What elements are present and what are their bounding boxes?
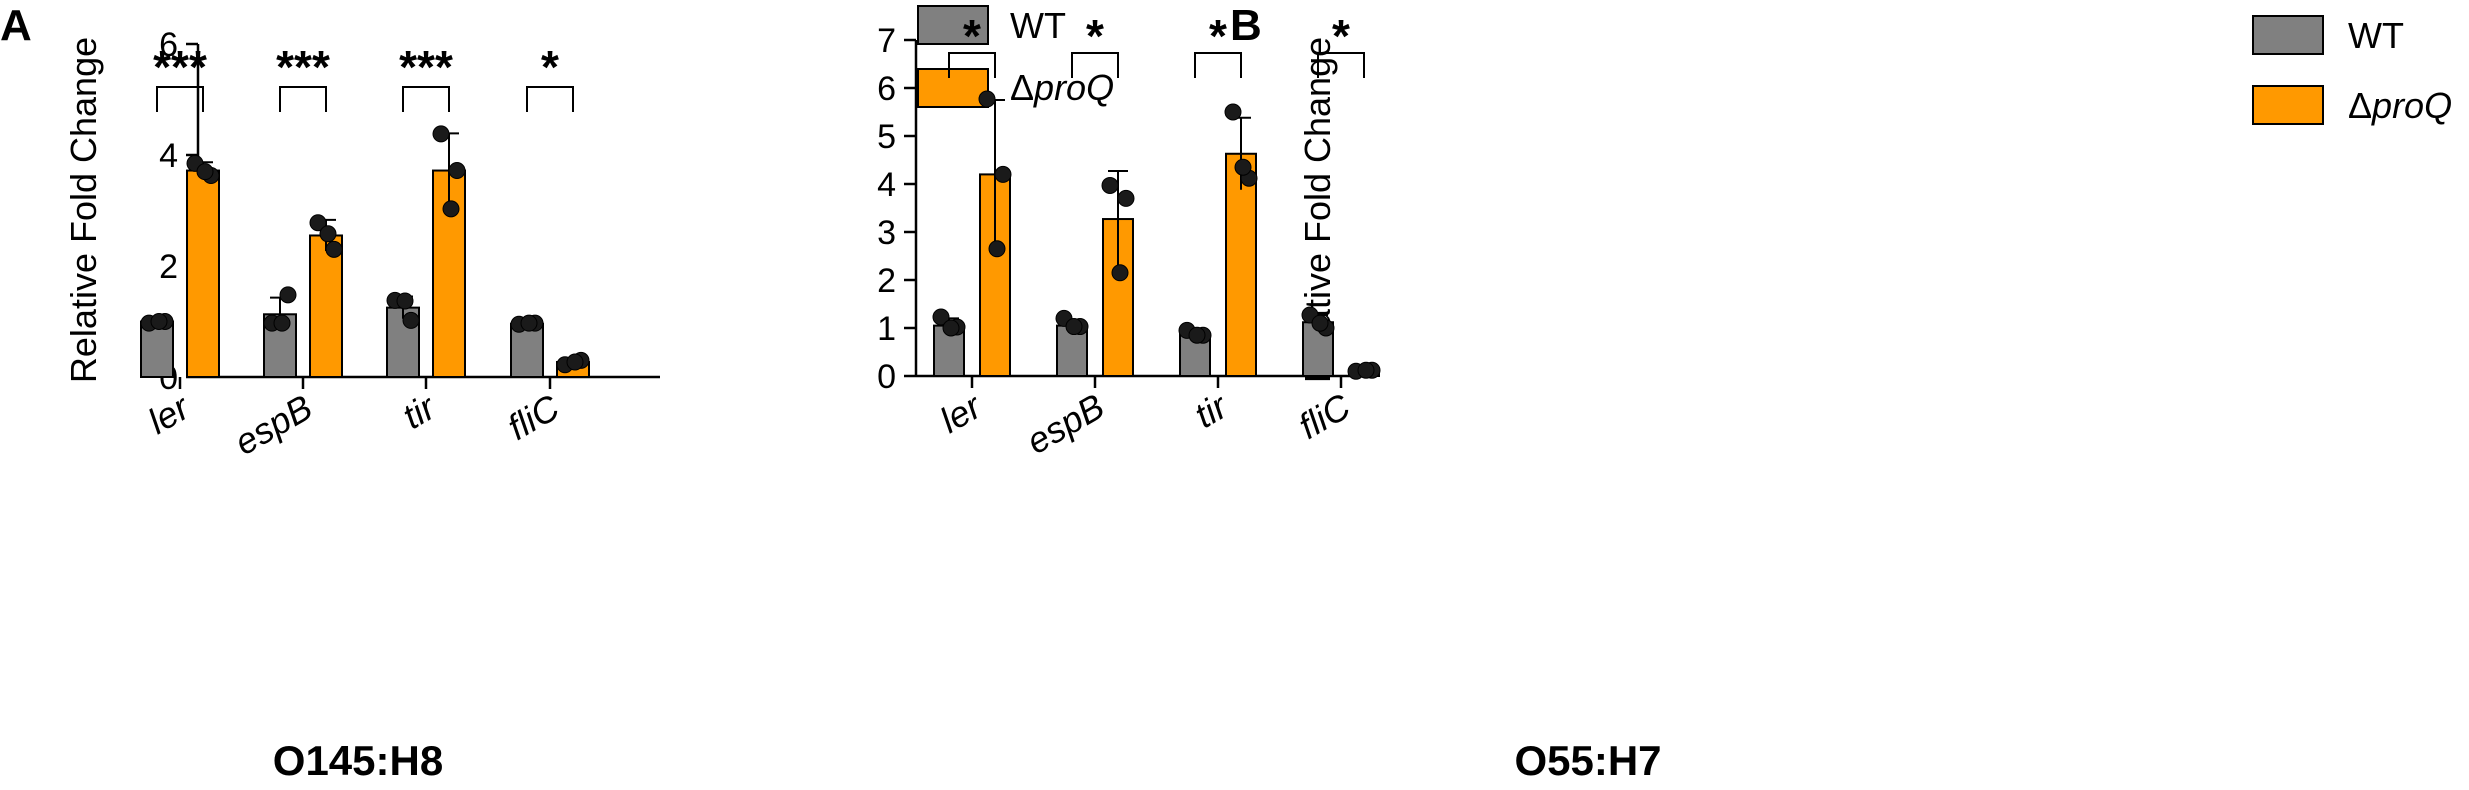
panel-a-legend: WT ΔproQ xyxy=(917,5,1114,108)
y-tick-label: 1 xyxy=(877,310,896,348)
x-tick-label: ler xyxy=(933,384,990,441)
data-point xyxy=(1101,176,1119,194)
data-point xyxy=(978,90,996,108)
significance-bracket xyxy=(279,86,327,112)
legend-delta-prefix: Δ xyxy=(1010,67,1034,108)
bar-mutant xyxy=(309,234,343,378)
significance-bracket xyxy=(948,52,996,78)
significance-stars: * xyxy=(1086,10,1104,62)
significance-stars: * xyxy=(963,10,981,62)
data-point xyxy=(279,286,297,304)
data-point xyxy=(325,240,343,258)
significance-bracket xyxy=(1317,52,1365,78)
legend-wt-swatch xyxy=(2252,15,2324,55)
significance-bracket xyxy=(1071,52,1119,78)
x-tick-label: tir xyxy=(396,385,444,437)
panel-b-label: B xyxy=(1230,1,1262,50)
x-tick-label: tir xyxy=(1188,384,1236,436)
legend-mutant-label: ΔproQ xyxy=(2348,85,2452,126)
legend-wt-label: WT xyxy=(1010,5,1066,46)
data-point xyxy=(309,214,327,232)
legend-wt-swatch xyxy=(917,5,989,45)
significance-stars: *** xyxy=(153,41,207,93)
data-point xyxy=(432,125,450,143)
legend-mutant-gene: proQ xyxy=(2371,85,2452,126)
significance-bracket xyxy=(526,86,574,112)
y-tick-label: 7 xyxy=(877,22,896,60)
y-tick-label: 4 xyxy=(159,137,178,175)
data-point xyxy=(1311,314,1329,332)
x-tick-label: espB xyxy=(227,386,319,463)
y-tick-label: 2 xyxy=(877,262,896,300)
panel-a-label: A xyxy=(0,1,32,50)
significance-bracket xyxy=(156,86,204,112)
significance-stars: * xyxy=(1209,10,1227,62)
y-tick-label: 4 xyxy=(877,166,896,204)
bar-mutant xyxy=(979,173,1011,377)
data-point xyxy=(396,292,414,310)
data-point xyxy=(566,353,584,371)
y-tick-label: 0 xyxy=(877,358,896,396)
data-point xyxy=(1065,318,1083,336)
data-point xyxy=(988,240,1006,258)
significance-bracket xyxy=(1194,52,1242,78)
legend-delta-prefix: Δ xyxy=(2348,85,2372,126)
bar-mutant xyxy=(1225,152,1257,377)
data-point xyxy=(273,314,291,332)
significance-bracket xyxy=(402,86,450,112)
x-tick-label: ler xyxy=(141,385,198,442)
x-tick-label: fliC xyxy=(1291,385,1357,447)
y-tick-label: 6 xyxy=(159,26,178,64)
data-point xyxy=(1111,264,1129,282)
panel-b: B Relative Fold Change O55:H7 WT ΔproQ 0… xyxy=(877,1,2452,784)
legend-mutant-gene: proQ xyxy=(1033,67,1114,108)
data-point xyxy=(994,165,1012,183)
data-point xyxy=(402,311,420,329)
panel-a-y-axis-label: Relative Fold Change xyxy=(63,37,104,383)
significance-stars: * xyxy=(541,41,559,93)
data-point xyxy=(932,308,950,326)
data-point xyxy=(319,225,337,243)
x-tick-label: espB xyxy=(1019,385,1111,462)
data-point xyxy=(448,162,466,180)
bar-mutant xyxy=(186,169,220,378)
legend-mutant-swatch xyxy=(2252,85,2324,125)
y-tick-label: 3 xyxy=(877,214,896,252)
x-tick-label: fliC xyxy=(500,386,566,448)
data-point xyxy=(942,319,960,337)
panel-b-legend: WT ΔproQ xyxy=(2252,15,2452,126)
data-point xyxy=(150,313,168,330)
legend-mutant-label: ΔproQ xyxy=(1010,67,1114,108)
legend-mutant-swatch xyxy=(917,68,989,108)
y-tick-label: 2 xyxy=(159,248,178,286)
y-tick-label: 5 xyxy=(877,118,896,156)
legend-wt-label: WT xyxy=(2348,15,2404,56)
data-point xyxy=(1357,361,1375,379)
panel-b-title: O55:H7 xyxy=(1514,737,1661,784)
data-point xyxy=(1117,189,1135,207)
significance-stars: *** xyxy=(276,41,330,93)
data-point xyxy=(442,200,460,218)
panel-a: A Relative Fold Change O145:H8 WT ΔproQ … xyxy=(0,1,1114,784)
data-point xyxy=(1224,103,1242,121)
panel-a-title: O145:H8 xyxy=(273,737,443,784)
data-point xyxy=(196,163,214,181)
y-tick-label: 6 xyxy=(877,70,896,108)
data-point xyxy=(1234,158,1252,176)
data-point xyxy=(520,314,538,332)
significance-stars: *** xyxy=(399,41,453,93)
significance-stars: * xyxy=(1332,10,1350,62)
data-point xyxy=(1188,326,1206,344)
